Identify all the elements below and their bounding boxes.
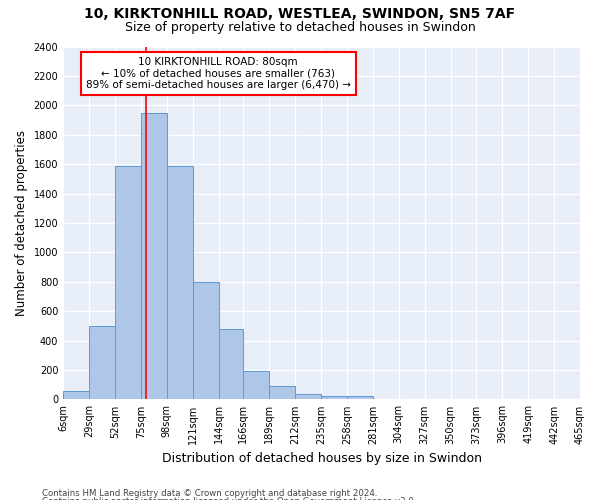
- Bar: [218, 329, 244, 400]
- Bar: [63, 390, 89, 400]
- Y-axis label: Number of detached properties: Number of detached properties: [15, 130, 28, 316]
- X-axis label: Distribution of detached houses by size in Swindon: Distribution of detached houses by size …: [161, 452, 482, 465]
- Bar: [295, 394, 321, 400]
- Text: 10 KIRKTONHILL ROAD: 80sqm
← 10% of detached houses are smaller (763)
89% of sem: 10 KIRKTONHILL ROAD: 80sqm ← 10% of deta…: [86, 57, 351, 90]
- Text: Contains HM Land Registry data © Crown copyright and database right 2024.: Contains HM Land Registry data © Crown c…: [42, 488, 377, 498]
- Text: Contains public sector information licensed under the Open Government Licence v3: Contains public sector information licen…: [42, 497, 416, 500]
- Bar: [115, 166, 141, 400]
- Bar: [244, 371, 269, 400]
- Text: 10, KIRKTONHILL ROAD, WESTLEA, SWINDON, SN5 7AF: 10, KIRKTONHILL ROAD, WESTLEA, SWINDON, …: [85, 8, 515, 22]
- Bar: [167, 166, 193, 400]
- Bar: [373, 398, 399, 400]
- Bar: [141, 112, 167, 400]
- Bar: [193, 282, 218, 400]
- Bar: [89, 326, 115, 400]
- Text: Size of property relative to detached houses in Swindon: Size of property relative to detached ho…: [125, 21, 475, 34]
- Bar: [269, 386, 295, 400]
- Bar: [347, 396, 373, 400]
- Bar: [321, 396, 347, 400]
